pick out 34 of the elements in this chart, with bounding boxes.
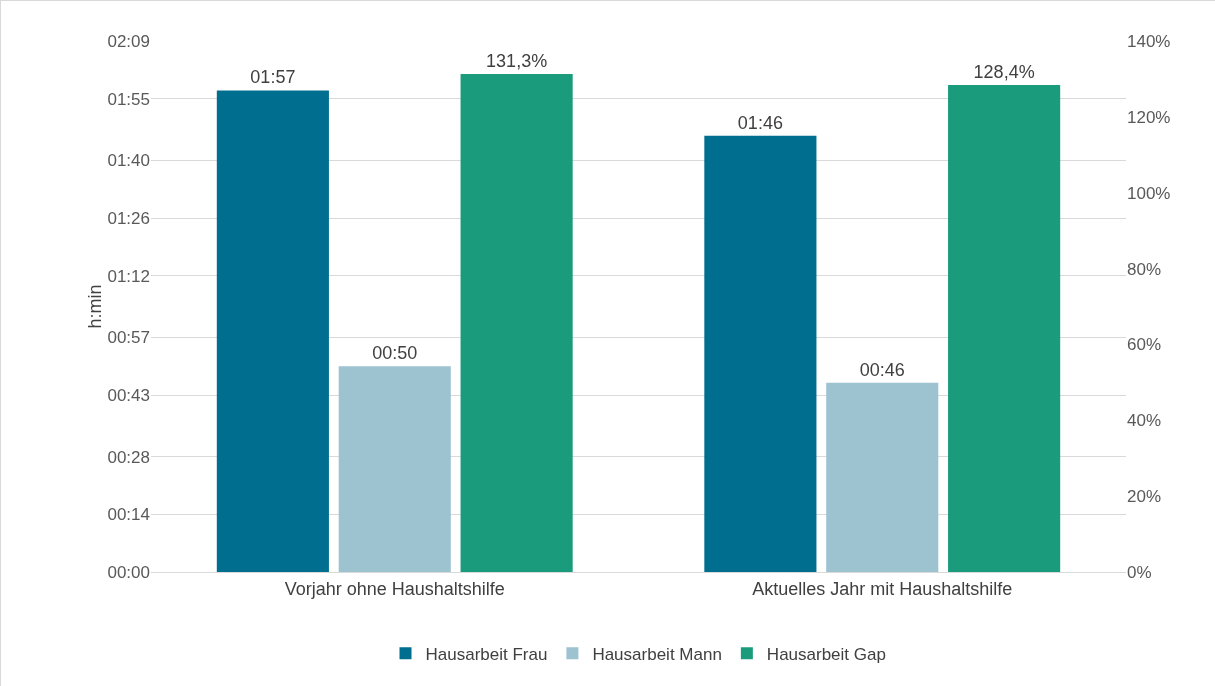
x-tick-label: Aktuelles Jahr mit Haushaltshilfe <box>752 578 1013 599</box>
legend-label: Hausarbeit Frau <box>425 644 548 664</box>
data-label: 01:46 <box>737 112 783 133</box>
data-label: 128,4% <box>973 62 1035 82</box>
y2-tick-label: 20% <box>1127 487 1162 507</box>
y2-tick-label: 0% <box>1127 562 1152 582</box>
bar <box>704 135 817 572</box>
bar <box>216 90 329 572</box>
legend-label: Hausarbeit Gap <box>766 644 886 664</box>
y2-tick-label: 80% <box>1127 259 1162 279</box>
bar <box>338 366 451 572</box>
y2-tick-label: 140% <box>1127 31 1171 51</box>
y2-tick-label: 100% <box>1127 183 1171 203</box>
y-tick-label: 00:14 <box>107 505 150 525</box>
data-label: 131,3% <box>486 51 548 71</box>
y2-tick-label: 40% <box>1127 411 1162 431</box>
data-label: 01:57 <box>250 67 296 88</box>
bar <box>826 382 939 572</box>
y2-tick-label: 120% <box>1127 107 1171 127</box>
y-axis-title: h:min <box>85 284 106 329</box>
y-tick-label: 01:26 <box>107 208 150 228</box>
data-label: 00:46 <box>859 359 905 380</box>
y-tick-label: 00:43 <box>107 385 150 405</box>
y-tick-label: 01:40 <box>107 151 150 171</box>
y-tick-label: 00:57 <box>107 328 150 348</box>
x-tick-label: Vorjahr ohne Haushaltshilfe <box>284 578 505 599</box>
y-tick-label: 02:09 <box>107 31 150 51</box>
y-tick-label: 01:12 <box>107 266 150 286</box>
y2-tick-label: 60% <box>1127 335 1162 355</box>
legend-label: Hausarbeit Mann <box>592 644 722 664</box>
data-label: 00:50 <box>372 343 418 364</box>
y-tick-label: 00:00 <box>107 562 150 582</box>
y-tick-label: 01:55 <box>107 89 150 109</box>
y-tick-label: 00:28 <box>107 447 150 467</box>
